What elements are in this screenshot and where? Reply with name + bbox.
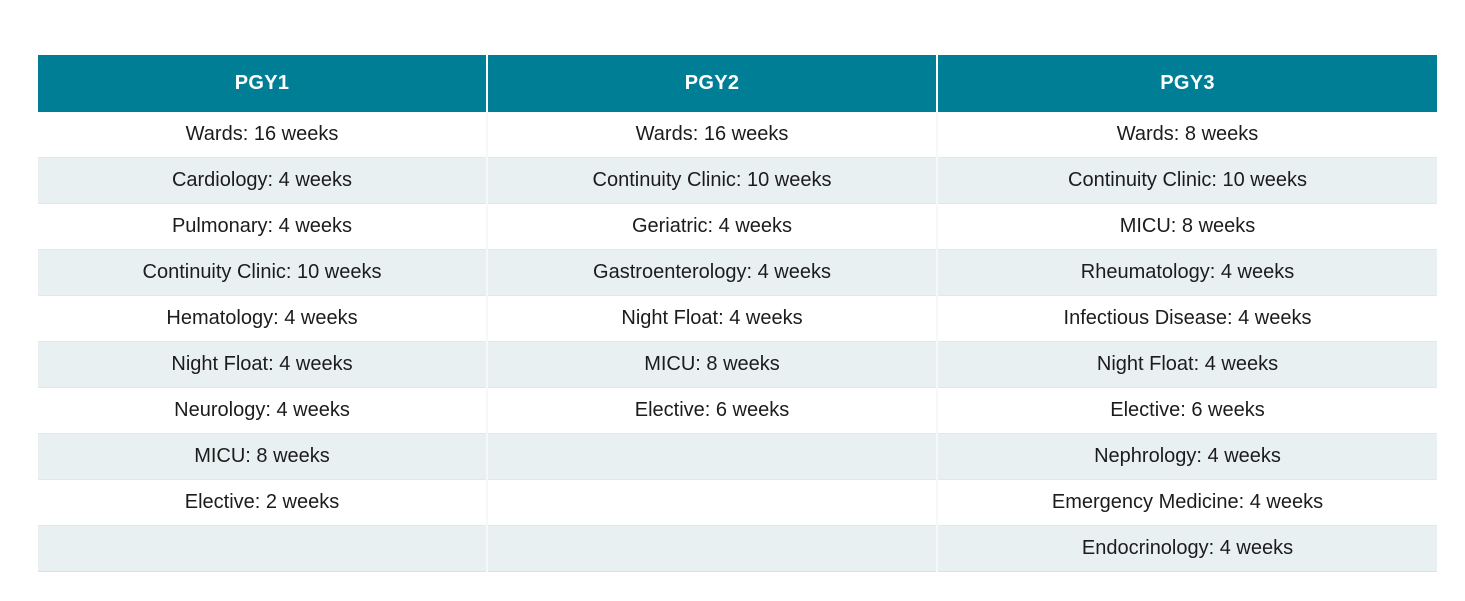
table-cell: Wards: 16 weeks	[38, 112, 487, 158]
column-header-pgy1: PGY1	[38, 55, 487, 112]
column-header-pgy3: PGY3	[936, 55, 1437, 112]
table-cell: Pulmonary: 4 weeks	[38, 203, 487, 250]
residency-rotation-table: PGY1 PGY2 PGY3 Wards: 16 weeks Wards: 16 …	[38, 55, 1437, 572]
table-cell: Cardiology: 4 weeks	[38, 157, 487, 204]
table-cell	[486, 433, 937, 480]
table-cell: MICU: 8 weeks	[936, 203, 1437, 250]
table-cell: Wards: 16 weeks	[486, 112, 937, 158]
table-row: Wards: 16 weeks Wards: 16 weeks Wards: 8 w…	[38, 112, 1437, 158]
table-row: Pulmonary: 4 weeks Geriatric: 4 weeks MICU…	[38, 203, 1437, 250]
table-cell: Night Float: 4 weeks	[38, 341, 487, 388]
table-cell: Elective: 6 weeks	[936, 387, 1437, 434]
table-cell: Night Float: 4 weeks	[486, 295, 937, 342]
table-body: Wards: 16 weeks Wards: 16 weeks Wards: 8 w…	[38, 112, 1437, 572]
table-cell: Continuity Clinic: 10 weeks	[936, 157, 1437, 204]
table-cell: Geriatric: 4 weeks	[486, 203, 937, 250]
table-row: Night Float: 4 weeks MICU: 8 weeks Night F…	[38, 341, 1437, 388]
table-cell: Elective: 6 weeks	[486, 387, 937, 434]
table-cell: Continuity Clinic: 10 weeks	[38, 249, 487, 296]
table-cell: Nephrology: 4 weeks	[936, 433, 1437, 480]
table-cell: Hematology: 4 weeks	[38, 295, 487, 342]
table-cell: Wards: 8 weeks	[936, 112, 1437, 158]
table-cell	[486, 479, 937, 526]
table-cell: MICU: 8 weeks	[486, 341, 937, 388]
table-row: Continuity Clinic: 10 weeks Gastroenterol…	[38, 249, 1437, 296]
table-cell: Infectious Disease: 4 weeks	[936, 295, 1437, 342]
table-cell: Elective: 2 weeks	[38, 479, 487, 526]
table-row: Cardiology: 4 weeks Continuity Clinic: 10…	[38, 157, 1437, 204]
table-cell: Night Float: 4 weeks	[936, 341, 1437, 388]
table-row: Neurology: 4 weeks Elective: 6 weeks Elect…	[38, 387, 1437, 434]
table-cell: Continuity Clinic: 10 weeks	[486, 157, 937, 204]
table-cell: MICU: 8 weeks	[38, 433, 487, 480]
table-cell: Neurology: 4 weeks	[38, 387, 487, 434]
table-row: Hematology: 4 weeks Night Float: 4 weeks I…	[38, 295, 1437, 342]
table-row: MICU: 8 weeks Nephrology: 4 weeks	[38, 433, 1437, 480]
table-cell: Gastroenterology: 4 weeks	[486, 249, 937, 296]
table-cell: Endocrinology: 4 weeks	[936, 525, 1437, 572]
column-header-pgy2: PGY2	[486, 55, 937, 112]
table-cell	[38, 525, 487, 572]
header-row: PGY1 PGY2 PGY3	[38, 55, 1437, 112]
residency-rotation-table-container: PGY1 PGY2 PGY3 Wards: 16 weeks Wards: 16 …	[38, 55, 1437, 572]
table-cell	[486, 525, 937, 572]
table-row: Endocrinology: 4 weeks	[38, 525, 1437, 572]
table-row: Elective: 2 weeks Emergency Medicine: 4 w…	[38, 479, 1437, 526]
table-cell: Emergency Medicine: 4 weeks	[936, 479, 1437, 526]
table-cell: Rheumatology: 4 weeks	[936, 249, 1437, 296]
